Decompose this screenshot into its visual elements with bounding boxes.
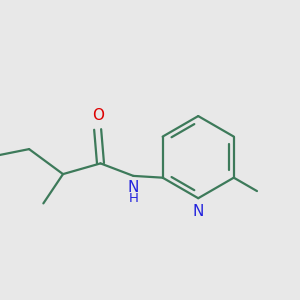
- Text: O: O: [92, 108, 104, 123]
- Text: H: H: [128, 192, 138, 205]
- Text: N: N: [128, 180, 139, 195]
- Text: N: N: [193, 204, 204, 219]
